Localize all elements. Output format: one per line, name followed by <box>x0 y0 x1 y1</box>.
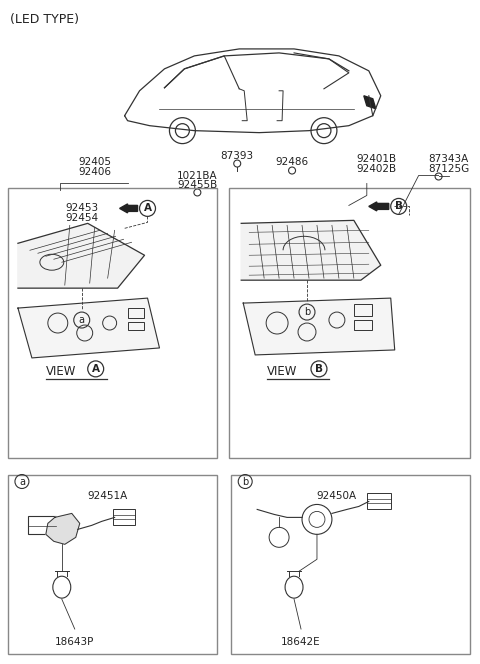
Polygon shape <box>364 96 376 109</box>
Text: 92401B: 92401B <box>357 153 397 163</box>
Bar <box>113 509 134 525</box>
Text: 92455B: 92455B <box>177 181 217 191</box>
Bar <box>229 189 470 457</box>
Text: 92450A: 92450A <box>317 491 357 501</box>
Bar <box>354 320 372 330</box>
Text: 92486: 92486 <box>276 157 309 167</box>
Polygon shape <box>243 298 395 355</box>
Text: 18642E: 18642E <box>281 637 321 647</box>
Text: (LED TYPE): (LED TYPE) <box>10 13 79 26</box>
Bar <box>128 308 144 318</box>
Text: b: b <box>304 307 310 317</box>
Text: 92451A: 92451A <box>87 491 128 501</box>
Text: 92402B: 92402B <box>357 163 397 173</box>
Bar <box>8 475 217 654</box>
Bar <box>354 304 372 316</box>
Text: a: a <box>19 477 25 487</box>
Polygon shape <box>46 513 80 544</box>
Text: 1021BA: 1021BA <box>177 171 217 181</box>
Bar <box>367 493 391 509</box>
Text: 92453: 92453 <box>65 203 98 213</box>
Text: a: a <box>79 315 85 325</box>
Text: A: A <box>144 203 152 213</box>
Text: VIEW: VIEW <box>46 365 76 378</box>
Bar <box>231 475 470 654</box>
Text: b: b <box>242 477 248 487</box>
Text: 92454: 92454 <box>65 213 98 223</box>
Text: B: B <box>395 201 403 211</box>
Polygon shape <box>18 223 144 288</box>
Bar <box>128 322 144 330</box>
Text: 18643P: 18643P <box>55 637 95 647</box>
FancyArrow shape <box>369 202 389 211</box>
Text: B: B <box>315 364 323 374</box>
Bar <box>8 189 217 457</box>
Text: 92405: 92405 <box>78 157 111 167</box>
Text: A: A <box>92 364 100 374</box>
Polygon shape <box>18 298 159 358</box>
Bar <box>28 517 56 535</box>
Polygon shape <box>241 220 381 280</box>
Text: VIEW: VIEW <box>267 365 298 378</box>
Text: 92406: 92406 <box>78 167 111 177</box>
Text: 87343A: 87343A <box>429 153 469 163</box>
Text: 87393: 87393 <box>221 151 254 161</box>
Text: 87125G: 87125G <box>429 163 470 173</box>
FancyArrow shape <box>120 204 138 213</box>
